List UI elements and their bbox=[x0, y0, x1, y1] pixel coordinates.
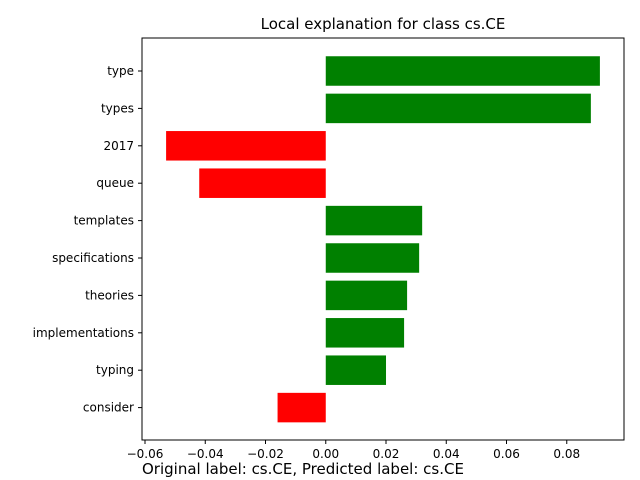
bar-types bbox=[325, 93, 591, 124]
x-tick-label: −0.04 bbox=[187, 447, 224, 461]
bar-type bbox=[325, 56, 600, 86]
y-tick-label: type bbox=[107, 64, 134, 78]
y-tick-label: implementations bbox=[33, 326, 134, 340]
x-tick-label: 0.06 bbox=[493, 447, 520, 461]
bar-templates bbox=[325, 205, 423, 236]
plot-frame bbox=[141, 37, 625, 441]
y-tick-label: types bbox=[101, 101, 134, 115]
y-tick-label: theories bbox=[85, 288, 134, 302]
bar-specifications bbox=[325, 243, 420, 273]
x-tick-label: 0.02 bbox=[373, 447, 400, 461]
x-tick-label: −0.06 bbox=[127, 447, 164, 461]
bars-group bbox=[166, 56, 600, 423]
bar-queue bbox=[199, 168, 326, 198]
y-tick-label: templates bbox=[74, 214, 134, 228]
x-tick-label: −0.02 bbox=[247, 447, 284, 461]
y-axis: type types 2017 queue templates specification… bbox=[33, 64, 142, 415]
y-tick-label: specifications bbox=[52, 251, 134, 265]
y-tick-label: 2017 bbox=[103, 139, 134, 153]
y-tick-label: consider bbox=[83, 401, 134, 415]
bar-consider bbox=[277, 392, 326, 423]
bar-theories bbox=[325, 280, 408, 311]
x-tick-label: 0.08 bbox=[553, 447, 580, 461]
bar-2017 bbox=[166, 131, 326, 161]
bar-implementations bbox=[325, 318, 405, 348]
chart-caption: Original label: cs.CE, Predicted label: … bbox=[142, 460, 464, 478]
x-axis: −0.06 −0.04 −0.02 0.00 0.02 0.04 0.06 0.08 bbox=[127, 440, 580, 461]
y-tick-label: typing bbox=[96, 363, 134, 377]
chart-title: Local explanation for class cs.CE bbox=[261, 15, 506, 33]
x-tick-label: 0.00 bbox=[312, 447, 339, 461]
bar-typing bbox=[325, 355, 387, 385]
x-tick-label: 0.04 bbox=[433, 447, 460, 461]
y-tick-label: queue bbox=[96, 176, 134, 190]
